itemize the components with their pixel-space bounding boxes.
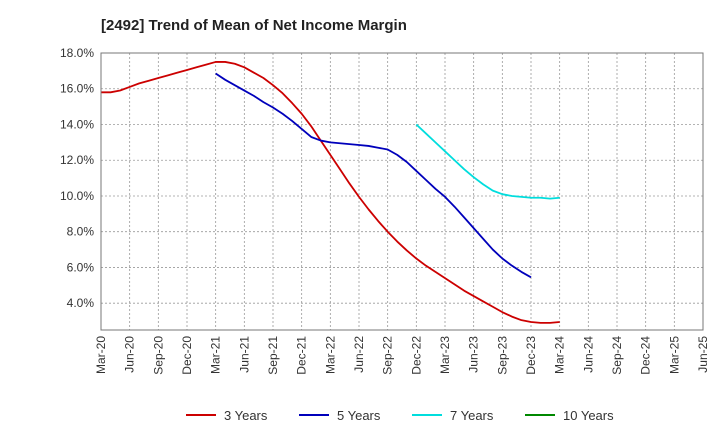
x-tick-label: Sep-24 [610, 336, 624, 375]
legend-label: 5 Years [337, 408, 381, 423]
x-tick-label: Sep-22 [381, 336, 395, 375]
x-tick-label: Jun-25 [696, 336, 710, 373]
x-tick-label: Mar-23 [438, 336, 452, 374]
y-tick-label: 4.0% [67, 296, 95, 310]
gridlines [101, 52, 703, 330]
y-tick-label: 6.0% [67, 260, 95, 274]
legend-label: 10 Years [563, 408, 614, 423]
x-tick-label: Jun-23 [467, 336, 481, 373]
y-tick-label: 12.0% [60, 153, 94, 167]
x-tick-label: Jun-24 [581, 336, 595, 373]
x-tick-label: Mar-24 [553, 336, 567, 374]
x-tick-label: Mar-25 [667, 336, 681, 374]
x-tick-label: Dec-21 [295, 336, 309, 375]
x-tick-label: Sep-23 [495, 336, 509, 375]
y-tick-label: 10.0% [60, 189, 94, 203]
y-tick-label: 16.0% [60, 82, 94, 96]
x-axis: Mar-20 Jun-20 Sep-20 Dec-20 Mar-21 Jun-21 Sep-… [94, 336, 710, 375]
x-tick-label: Sep-21 [266, 336, 280, 375]
series-layer [101, 61, 560, 324]
plot-area [100, 52, 704, 331]
series-line-7-years [415, 123, 560, 200]
legend-label: 7 Years [450, 408, 494, 423]
x-tick-label: Jun-21 [237, 336, 251, 373]
x-tick-label: Jun-22 [352, 336, 366, 373]
chart-title: [2492] Trend of Mean of Net Income Margi… [101, 17, 407, 34]
y-tick-label: 8.0% [67, 225, 95, 239]
x-tick-label: Mar-21 [209, 336, 223, 374]
x-tick-label: Dec-24 [639, 336, 653, 375]
series-line-3-years [101, 61, 560, 324]
x-tick-label: Dec-22 [409, 336, 423, 375]
legend-label: 3 Years [224, 408, 268, 423]
x-tick-label: Dec-23 [524, 336, 538, 375]
x-tick-label: Jun-20 [123, 336, 137, 373]
x-tick-label: Sep-20 [151, 336, 165, 375]
y-tick-label: 14.0% [60, 117, 94, 131]
x-tick-label: Mar-20 [94, 336, 108, 374]
series-line-5-years [215, 72, 532, 279]
legend: 3 Years 5 Years 7 Years 10 Years [186, 408, 614, 423]
x-tick-label: Dec-20 [180, 336, 194, 375]
y-axis: 4.0% 6.0% 8.0% 10.0% 12.0% 14.0% 16.0% 18.0% [60, 46, 94, 310]
y-tick-label: 18.0% [60, 46, 94, 60]
x-tick-label: Mar-22 [323, 336, 337, 374]
